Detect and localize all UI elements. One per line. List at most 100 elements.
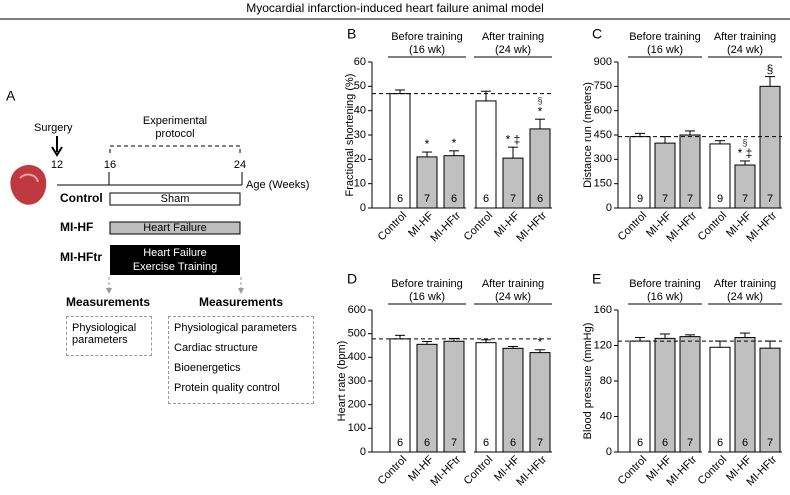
n-label: 6 xyxy=(451,193,457,205)
heart-highlight xyxy=(19,173,39,183)
measurement-item: Physiological parameters xyxy=(174,322,297,334)
x-tick-label: Control xyxy=(696,210,730,244)
group-subtitle: (16 wk) xyxy=(647,291,683,303)
bar xyxy=(502,347,524,453)
bar xyxy=(734,337,756,453)
group-subtitle: (16 wk) xyxy=(409,291,445,303)
measurements-heading: Measurements xyxy=(66,295,150,309)
panel-label: D xyxy=(347,271,357,287)
y-tick-label: 80 xyxy=(600,375,612,387)
n-label: 6 xyxy=(717,437,723,449)
bar xyxy=(654,337,676,453)
y-axis-label: Heart rate (bpm) xyxy=(336,341,348,422)
y-axis-label: Blood pressure (mmHg) xyxy=(582,323,594,440)
n-label: 6 xyxy=(637,437,643,449)
x-tick-label: MI-HFtr xyxy=(428,453,463,488)
bar xyxy=(443,340,465,453)
y-tick-label: 500 xyxy=(348,328,366,340)
bar xyxy=(502,157,524,209)
x-tick-label: Control xyxy=(616,454,650,488)
significance-marker: * ‡ xyxy=(738,146,753,160)
measure-arrowhead xyxy=(238,288,244,294)
group-subtitle: (24 wk) xyxy=(495,291,531,303)
n-label: 6 xyxy=(662,437,668,449)
group-subtitle: (24 wk) xyxy=(727,44,763,56)
n-label: 7 xyxy=(510,193,516,205)
panel-label: A xyxy=(6,88,16,104)
y-tick-label: 60 xyxy=(354,56,366,68)
protocol-label: protocol xyxy=(155,128,194,140)
bar xyxy=(679,336,701,453)
bar xyxy=(529,128,551,209)
measurement-item: Physiological parameters xyxy=(72,322,137,346)
significance-marker: § xyxy=(742,137,747,147)
n-label: 6 xyxy=(397,437,403,449)
box-text: Sham xyxy=(161,193,190,205)
x-tick-label: Control xyxy=(376,210,410,244)
bar xyxy=(389,93,411,209)
y-tick-label: 30 xyxy=(354,129,366,141)
n-label: 7 xyxy=(767,437,773,449)
bar xyxy=(389,338,411,453)
x-tick-label: Control xyxy=(376,454,410,488)
bar xyxy=(416,343,438,453)
y-tick-label: 120 xyxy=(594,339,612,351)
n-label: 7 xyxy=(662,193,668,205)
x-tick-label: MI-HFtr xyxy=(428,209,463,244)
y-tick-label: 150 xyxy=(594,178,612,190)
y-tick-label: 900 xyxy=(594,56,612,68)
n-label: 6 xyxy=(483,437,489,449)
n-label: 7 xyxy=(451,437,457,449)
age-label: 16 xyxy=(104,159,116,171)
group-label: MI-HFtr xyxy=(60,250,102,264)
protocol-bracket xyxy=(109,145,241,153)
measure-arrowhead xyxy=(106,288,112,294)
panel-label: C xyxy=(592,26,602,42)
n-label: 7 xyxy=(687,193,693,205)
group-label: Control xyxy=(60,191,103,205)
bar xyxy=(709,346,731,453)
panel-label: B xyxy=(347,26,356,42)
y-tick-label: 0 xyxy=(606,202,612,214)
group-title: Before training xyxy=(391,31,463,43)
x-tick-label: MI-HFtr xyxy=(514,453,549,488)
bar xyxy=(443,155,465,209)
measurement-item: Cardiac structure xyxy=(174,342,258,354)
significance-marker: § xyxy=(537,96,542,106)
y-tick-label: 40 xyxy=(600,410,612,422)
y-tick-label: 600 xyxy=(594,105,612,117)
box-text: Heart Failure xyxy=(143,247,207,259)
y-tick-label: 40 xyxy=(354,105,366,117)
bar xyxy=(654,142,676,209)
group-title: After training xyxy=(482,278,544,290)
n-label: 9 xyxy=(717,193,723,205)
group-title: After training xyxy=(482,31,544,43)
n-label: 6 xyxy=(424,437,430,449)
surgery-label: Surgery xyxy=(34,122,73,134)
n-label: 6 xyxy=(397,193,403,205)
bar xyxy=(416,156,438,209)
group-subtitle: (16 wk) xyxy=(647,44,683,56)
box-text: Exercise Training xyxy=(133,261,217,273)
significance-marker: * xyxy=(452,136,457,150)
protocol-label: Experimental xyxy=(143,115,207,127)
significance-marker: § xyxy=(767,62,774,76)
y-tick-label: 300 xyxy=(348,375,366,387)
bar xyxy=(759,85,781,209)
age-axis-label: Age (Weeks) xyxy=(246,179,309,191)
sham-box xyxy=(109,192,241,206)
y-tick-label: 200 xyxy=(348,399,366,411)
bar xyxy=(475,342,497,453)
y-tick-label: 160 xyxy=(594,304,612,316)
n-label: 7 xyxy=(687,437,693,449)
group-title: Before training xyxy=(629,31,701,43)
y-tick-label: 750 xyxy=(594,80,612,92)
measurements-heading: Measurements xyxy=(199,295,283,309)
bar xyxy=(529,352,551,453)
measurement-box: Physiological parameters Cardiac structur… xyxy=(168,316,314,404)
y-tick-label: 50 xyxy=(354,80,366,92)
bar xyxy=(629,340,651,453)
group-subtitle: (24 wk) xyxy=(727,291,763,303)
